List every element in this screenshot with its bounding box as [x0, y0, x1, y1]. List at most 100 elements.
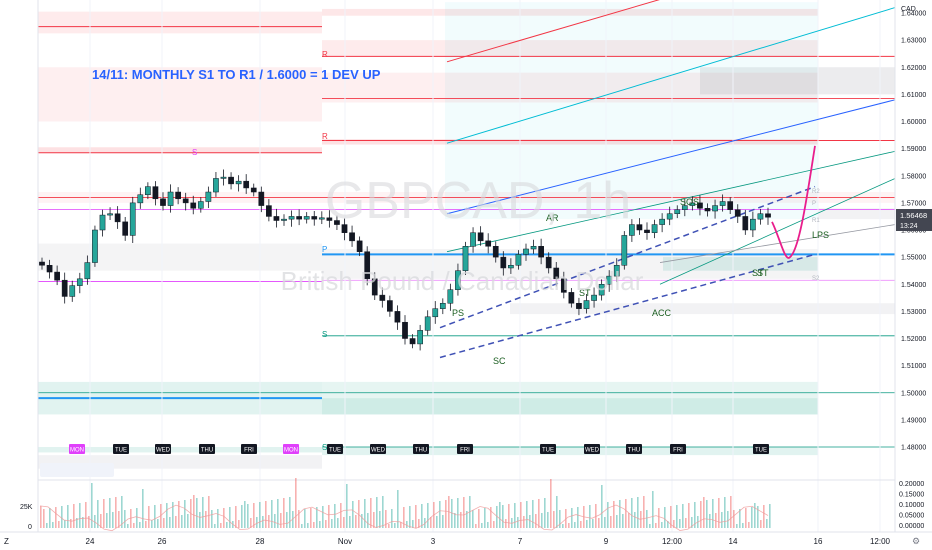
- volume-bar: [82, 517, 84, 528]
- volume-bar: [391, 509, 393, 528]
- candle-body: [243, 180, 250, 189]
- volume-bar: [358, 500, 360, 528]
- channel-green-line: [446, 150, 896, 253]
- volume-bar: [442, 515, 444, 528]
- price-axis-bg: [895, 0, 932, 550]
- volume-bar: [127, 524, 129, 528]
- candle-body: [742, 216, 749, 231]
- time-axis-bg: [0, 532, 932, 550]
- volume-bar: [151, 520, 153, 528]
- candle-body: [311, 216, 318, 220]
- volume-bar: [262, 516, 264, 528]
- volume-bar: [118, 511, 120, 528]
- volume-bar: [445, 500, 447, 528]
- candle-body: [296, 216, 302, 220]
- volume-bar: [574, 522, 576, 528]
- price-tick: 1.54000: [901, 282, 926, 289]
- candle-body: [508, 265, 514, 269]
- volume-bar: [346, 484, 348, 528]
- wyckoff-label-st: ST: [757, 268, 769, 278]
- time-tick: 26: [158, 537, 167, 546]
- volume-bar: [550, 479, 552, 528]
- volume-bar: [316, 507, 318, 528]
- volume-bar: [325, 520, 327, 528]
- volume-bar: [295, 478, 297, 528]
- time-axis-ticks: 24 26 28 Nov 3 7 9 12:00 14 16 12:00: [86, 537, 891, 546]
- volume-bar: [172, 502, 174, 528]
- candle-body: [266, 205, 272, 217]
- indicator-pill[interactable]: [40, 463, 114, 477]
- candle-body: [303, 216, 310, 220]
- volume-bar: [61, 506, 63, 528]
- volume-bar: [721, 512, 723, 528]
- settings-gear-icon[interactable]: ⚙: [912, 536, 920, 546]
- volume-bar: [763, 505, 765, 528]
- s-zone-right: [322, 381, 818, 415]
- candle-body: [704, 208, 711, 212]
- volume-bar: [694, 502, 696, 528]
- volume-bar: [670, 506, 672, 528]
- price-tick: 1.55000: [901, 255, 926, 262]
- volume-bar: [655, 523, 657, 528]
- volume-bar: [547, 512, 549, 528]
- volume-bar: [715, 513, 717, 528]
- volume-bar: [265, 501, 267, 528]
- axis-corner-left[interactable]: Z: [4, 537, 9, 546]
- candle-body: [197, 201, 204, 209]
- candle-body: [666, 213, 673, 220]
- wyckoff-label-ar: AR: [546, 213, 559, 223]
- candle-body: [379, 294, 386, 301]
- volume-bar: [226, 522, 228, 528]
- candle-body: [99, 214, 106, 231]
- volume-bar: [769, 504, 771, 528]
- level-label-small: P: [812, 201, 816, 207]
- volume-bar: [700, 501, 702, 528]
- day-label-fri: FRI: [673, 448, 683, 454]
- volume-bar: [499, 502, 501, 528]
- candle-body: [54, 271, 60, 281]
- volume-bar: [85, 502, 87, 528]
- channel-green-2: [659, 178, 896, 285]
- candle-body: [712, 205, 718, 212]
- volume-bar: [475, 524, 477, 528]
- volume-bar: [229, 507, 231, 528]
- volume-bar: [733, 510, 735, 528]
- volume-bar: [607, 502, 609, 528]
- volume-bar: [673, 520, 675, 528]
- volume-bar: [493, 521, 495, 528]
- pivot-marker: R: [322, 132, 328, 141]
- volume-bar: [568, 523, 570, 528]
- volume-bar: [361, 514, 363, 528]
- volume-bar: [397, 490, 399, 528]
- volume-bar: [535, 514, 537, 528]
- volume-bar: [538, 499, 540, 528]
- volume-bar: [208, 496, 210, 528]
- r-zone-left-2: [38, 147, 322, 153]
- volume-bar: [238, 520, 240, 528]
- candle-body: [689, 202, 696, 206]
- s-zone-right-2: [322, 398, 818, 415]
- day-badge: [540, 444, 556, 454]
- grey-zone-right-2: [818, 208, 895, 220]
- volume-bar: [430, 517, 432, 528]
- volume-bar: [682, 504, 684, 528]
- volume-bar: [73, 504, 75, 528]
- candle-body: [674, 209, 681, 214]
- candle-body: [371, 278, 378, 296]
- candle-body: [455, 270, 461, 290]
- volume-bar: [718, 498, 720, 528]
- volume-bar: [286, 512, 288, 528]
- wyckoff-label-sc: SC: [493, 356, 506, 366]
- day-badge: [457, 444, 473, 454]
- volume-bar: [571, 508, 573, 528]
- channel-cyan-line: [446, 7, 896, 144]
- countdown-value: 13:24: [900, 223, 918, 230]
- volume-bar: [310, 508, 312, 528]
- volume-bar: [667, 521, 669, 528]
- volume-bar: [619, 500, 621, 528]
- channel-blue-line: [446, 99, 896, 215]
- day-label-thu: THU: [201, 448, 213, 454]
- volume-bar: [553, 511, 555, 528]
- day-badge: [69, 444, 85, 454]
